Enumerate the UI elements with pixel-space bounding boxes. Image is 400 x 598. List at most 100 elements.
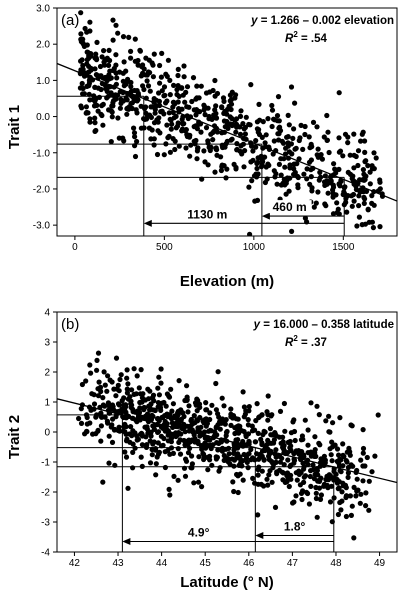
data-point bbox=[175, 72, 181, 79]
data-point bbox=[309, 188, 315, 194]
data-point bbox=[204, 407, 210, 413]
data-point bbox=[314, 403, 320, 409]
data-point bbox=[167, 492, 173, 498]
data-point bbox=[360, 445, 367, 452]
data-point bbox=[207, 416, 213, 423]
data-point bbox=[255, 472, 261, 478]
data-point bbox=[156, 392, 162, 398]
data-point bbox=[311, 204, 317, 210]
data-point bbox=[282, 428, 288, 434]
data-point bbox=[359, 131, 365, 137]
data-point bbox=[263, 132, 269, 138]
data-point bbox=[175, 477, 181, 483]
data-point bbox=[201, 107, 207, 113]
data-point bbox=[78, 420, 85, 426]
y-tick-label: 3.0 bbox=[36, 4, 50, 15]
data-point bbox=[218, 167, 224, 174]
data-point bbox=[350, 463, 356, 469]
data-point bbox=[94, 39, 100, 46]
data-point bbox=[223, 417, 229, 423]
data-point bbox=[205, 138, 211, 144]
arrowhead bbox=[143, 219, 152, 227]
data-point bbox=[362, 196, 368, 202]
data-point bbox=[194, 83, 200, 89]
data-point bbox=[315, 189, 321, 195]
data-point bbox=[176, 430, 182, 436]
data-point bbox=[356, 193, 362, 199]
data-point bbox=[354, 223, 360, 229]
data-point bbox=[147, 88, 153, 94]
regression-line-group bbox=[57, 62, 397, 202]
data-point bbox=[334, 476, 340, 483]
data-point bbox=[223, 175, 229, 181]
data-point bbox=[254, 401, 260, 407]
data-point bbox=[222, 421, 228, 427]
data-point bbox=[86, 91, 92, 97]
data-point bbox=[246, 404, 252, 410]
data-point bbox=[167, 149, 173, 155]
data-point bbox=[145, 69, 152, 75]
data-point bbox=[131, 125, 137, 131]
data-point bbox=[305, 427, 311, 433]
data-point bbox=[124, 375, 130, 381]
data-point bbox=[113, 393, 119, 399]
data-point bbox=[308, 400, 314, 406]
data-point bbox=[150, 74, 156, 80]
data-point bbox=[340, 153, 346, 159]
data-point bbox=[161, 152, 167, 158]
data-point bbox=[232, 95, 238, 101]
data-point bbox=[137, 399, 143, 406]
y-tick-label: -3.0 bbox=[33, 221, 51, 232]
data-point bbox=[93, 414, 99, 420]
data-point bbox=[281, 462, 287, 468]
data-point bbox=[154, 117, 160, 123]
data-point bbox=[316, 485, 322, 491]
data-point bbox=[253, 418, 259, 424]
data-point bbox=[129, 105, 135, 112]
data-point bbox=[271, 116, 277, 122]
y-tick-label: -4 bbox=[41, 548, 50, 559]
data-point bbox=[302, 417, 308, 423]
data-point bbox=[155, 415, 161, 422]
data-point bbox=[328, 178, 334, 184]
data-point bbox=[171, 431, 177, 437]
data-point bbox=[138, 73, 144, 79]
data-point bbox=[189, 453, 195, 459]
data-point bbox=[288, 447, 294, 453]
data-point bbox=[132, 445, 138, 451]
data-point bbox=[289, 228, 295, 234]
data-point bbox=[246, 121, 252, 128]
data-point bbox=[114, 75, 120, 81]
data-point bbox=[222, 108, 228, 114]
data-point bbox=[91, 392, 97, 398]
data-point bbox=[375, 188, 381, 194]
data-point bbox=[92, 120, 98, 126]
data-point bbox=[365, 163, 371, 169]
data-point bbox=[129, 433, 135, 439]
data-point bbox=[334, 200, 340, 206]
data-point bbox=[213, 146, 219, 152]
data-point bbox=[348, 422, 354, 428]
data-point bbox=[134, 373, 140, 379]
data-point bbox=[329, 439, 335, 445]
data-point bbox=[296, 448, 302, 454]
data-point bbox=[201, 102, 207, 108]
data-point bbox=[155, 429, 161, 435]
data-point bbox=[299, 433, 305, 439]
data-point bbox=[358, 457, 364, 463]
data-point bbox=[78, 58, 84, 64]
data-point bbox=[241, 414, 247, 420]
data-point bbox=[147, 388, 153, 394]
data-point bbox=[192, 420, 198, 426]
data-point bbox=[122, 449, 128, 455]
data-point bbox=[163, 71, 169, 77]
data-point bbox=[88, 370, 94, 376]
data-point bbox=[362, 221, 368, 227]
data-point bbox=[129, 387, 135, 393]
data-point bbox=[155, 440, 161, 446]
data-point bbox=[356, 203, 362, 209]
data-point bbox=[351, 535, 357, 541]
data-point bbox=[132, 36, 138, 42]
regression-line bbox=[57, 398, 397, 484]
data-point bbox=[155, 385, 161, 391]
